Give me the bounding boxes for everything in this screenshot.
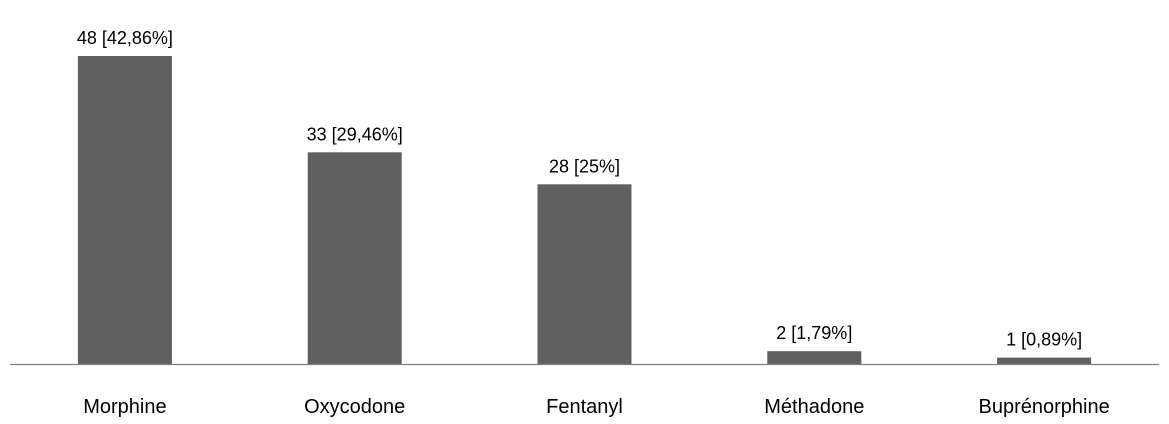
x-tick-label-fentanyl: Fentanyl xyxy=(546,396,623,418)
bar-oxycodone xyxy=(307,152,402,365)
data-label-oxycodone: 33 [29,46%] xyxy=(307,124,403,144)
data-label-méthadone: 2 [1,79%] xyxy=(776,323,852,343)
x-tick-label-morphine: Morphine xyxy=(83,396,166,418)
bar-fentanyl xyxy=(537,184,632,364)
data-label-fentanyl: 28 [25%] xyxy=(549,156,620,176)
x-tick-label-oxycodone: Oxycodone xyxy=(304,396,405,418)
x-tick-label-buprénorphine: Buprénorphine xyxy=(978,396,1109,418)
data-label-morphine: 48 [42,86%] xyxy=(77,28,173,48)
x-tick-label-méthadone: Méthadone xyxy=(764,396,864,418)
data-label-buprénorphine: 1 [0,89%] xyxy=(1006,330,1082,350)
bar-morphine xyxy=(77,56,172,364)
bar-méthadone xyxy=(767,351,862,364)
bar-buprénorphine xyxy=(997,357,1092,364)
